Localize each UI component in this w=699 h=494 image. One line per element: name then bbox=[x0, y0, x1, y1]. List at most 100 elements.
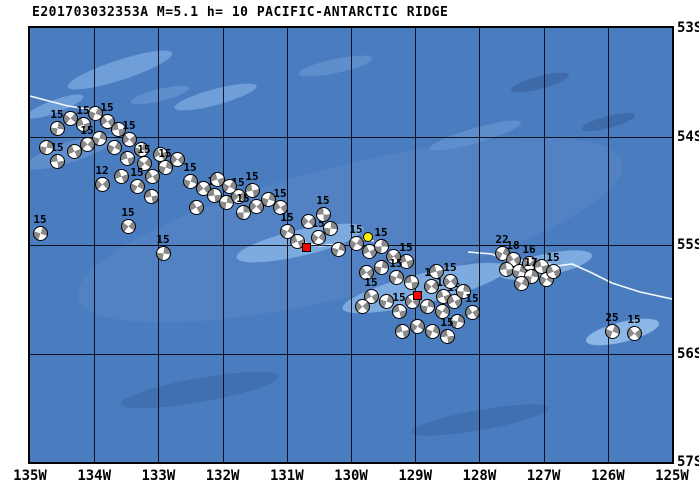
focal-mechanism-ball bbox=[378, 293, 394, 309]
focal-mechanism-ball bbox=[604, 323, 620, 339]
focal-mechanism-ball bbox=[428, 263, 444, 279]
focal-mechanism-ball bbox=[188, 199, 204, 215]
focal-mechanism-ball bbox=[513, 275, 529, 291]
focal-mechanism-label: 15 bbox=[76, 104, 90, 117]
lon-tick-label: 134W bbox=[77, 468, 112, 484]
focal-mechanism-ball bbox=[289, 233, 305, 249]
lat-tick-label: 55S bbox=[677, 237, 699, 253]
gridline-horizontal bbox=[30, 137, 672, 138]
focal-mechanism-ball bbox=[119, 150, 135, 166]
focal-mechanism-ball bbox=[121, 131, 137, 147]
focal-mechanism-ball bbox=[106, 139, 122, 155]
focal-mechanism-label: 15 bbox=[392, 291, 406, 304]
event-highlight-red-square bbox=[412, 290, 422, 300]
focal-mechanism-ball bbox=[99, 113, 115, 129]
focal-mechanism-ball bbox=[62, 110, 78, 126]
focal-mechanism-ball bbox=[113, 168, 129, 184]
focal-mechanism-ball bbox=[455, 283, 471, 299]
focal-mechanism-ball bbox=[120, 218, 136, 234]
focal-mechanism-label: 15 bbox=[389, 257, 403, 270]
focal-mechanism-ball bbox=[442, 273, 458, 289]
lon-tick-label: 135W bbox=[13, 468, 47, 484]
focal-mechanism-ball bbox=[144, 168, 160, 184]
focal-mechanism-label: 15 bbox=[627, 313, 641, 326]
lon-tick-label: 131W bbox=[269, 468, 304, 484]
focal-mechanism-label: 15 bbox=[50, 108, 64, 121]
lon-tick-label: 130W bbox=[334, 468, 368, 484]
gridline-horizontal bbox=[30, 354, 672, 355]
focal-mechanism-ball bbox=[322, 220, 338, 236]
focal-mechanism-ball bbox=[221, 178, 237, 194]
focal-mechanism-label: 15 bbox=[130, 166, 144, 179]
focal-mechanism-label: 15 bbox=[100, 101, 114, 114]
focal-mechanism-label: 12 bbox=[95, 164, 109, 177]
focal-mechanism-ball bbox=[424, 323, 440, 339]
focal-mechanism-label: 15 bbox=[156, 233, 170, 246]
event-highlight-yellow-dot bbox=[362, 231, 373, 242]
focal-mechanism-ball bbox=[354, 298, 370, 314]
lon-tick-label: 127W bbox=[526, 468, 561, 484]
focal-mechanism-ball bbox=[206, 187, 222, 203]
plot-title: E201703032353A M=5.1 h= 10 PACIFIC-ANTAR… bbox=[32, 5, 449, 20]
focal-mechanism-ball bbox=[419, 298, 435, 314]
focal-mechanism-label: 15 bbox=[231, 176, 245, 189]
focal-mechanism-ball bbox=[155, 245, 171, 261]
event-highlight-red-square bbox=[301, 242, 311, 252]
focal-mechanism-label: 15 bbox=[122, 119, 136, 132]
focal-mechanism-ball bbox=[394, 323, 410, 339]
focal-mechanism-ball bbox=[94, 176, 110, 192]
focal-mechanism-ball bbox=[209, 171, 225, 187]
focal-mechanism-label: 15 bbox=[316, 194, 330, 207]
focal-mechanism-ball bbox=[279, 223, 295, 239]
focal-mechanism-ball bbox=[398, 253, 414, 269]
focal-mechanism-ball bbox=[248, 198, 264, 214]
focal-mechanism-ball bbox=[49, 153, 65, 169]
focal-mechanism-label: 15 bbox=[33, 213, 47, 226]
lon-tick-label: 128W bbox=[462, 468, 497, 484]
focal-mechanism-ball bbox=[373, 259, 389, 275]
focal-mechanism-ball bbox=[66, 143, 82, 159]
focal-mechanism-label: 15 bbox=[311, 217, 325, 230]
focal-mechanism-label: 15 bbox=[443, 261, 457, 274]
focal-mechanism-ball bbox=[358, 264, 374, 280]
focal-mechanism-ball bbox=[260, 191, 276, 207]
focal-mechanism-ball bbox=[545, 263, 561, 279]
focal-mechanism-ball bbox=[157, 159, 173, 175]
focal-mechanism-label: 15 bbox=[121, 206, 135, 219]
focal-mechanism-ball bbox=[110, 121, 126, 137]
focal-mechanism-ball bbox=[403, 274, 419, 290]
focal-mechanism-label: 15 bbox=[280, 211, 294, 224]
focal-mechanism-label: 15 bbox=[50, 141, 64, 154]
focal-mechanism-ball bbox=[434, 303, 450, 319]
focal-mechanism-ball bbox=[143, 188, 159, 204]
focal-mechanism-ball bbox=[244, 182, 260, 198]
focal-mechanism-ball bbox=[310, 229, 326, 245]
focal-mechanism-ball bbox=[136, 155, 152, 171]
focal-mechanism-ball bbox=[75, 116, 91, 132]
lon-tick-label: 133W bbox=[141, 468, 176, 484]
focal-mechanism-ball bbox=[348, 235, 364, 251]
focal-mechanism-ball bbox=[315, 206, 331, 222]
focal-mechanism-label: 16 bbox=[522, 243, 536, 256]
lon-tick-label: 129W bbox=[398, 468, 433, 484]
focal-mechanism-ball bbox=[391, 303, 407, 319]
focal-mechanism-label: 17 bbox=[524, 256, 538, 269]
lat-tick-label: 57S bbox=[677, 454, 699, 470]
focal-mechanism-ball bbox=[169, 151, 185, 167]
focal-mechanism-label: 15 bbox=[465, 292, 479, 305]
focal-mechanism-label: 25 bbox=[605, 311, 619, 324]
focal-mechanism-ball bbox=[129, 178, 145, 194]
focal-mechanism-ball bbox=[449, 313, 465, 329]
focal-mechanism-label: 22 bbox=[495, 233, 509, 246]
lon-tick-label: 126W bbox=[590, 468, 625, 484]
focal-mechanism-ball bbox=[330, 241, 346, 257]
focal-mechanism-ball bbox=[38, 139, 54, 155]
focal-mechanism-label: 15 bbox=[364, 276, 378, 289]
lon-tick-label: 132W bbox=[205, 468, 240, 484]
focal-mechanism-label: 15 bbox=[546, 251, 560, 264]
focal-mechanism-label: 15 bbox=[349, 223, 363, 236]
focal-mechanism-label: 15 bbox=[399, 241, 413, 254]
focal-mechanism-label: 18 bbox=[506, 239, 520, 252]
focal-mechanism-label: 15 bbox=[137, 143, 151, 156]
